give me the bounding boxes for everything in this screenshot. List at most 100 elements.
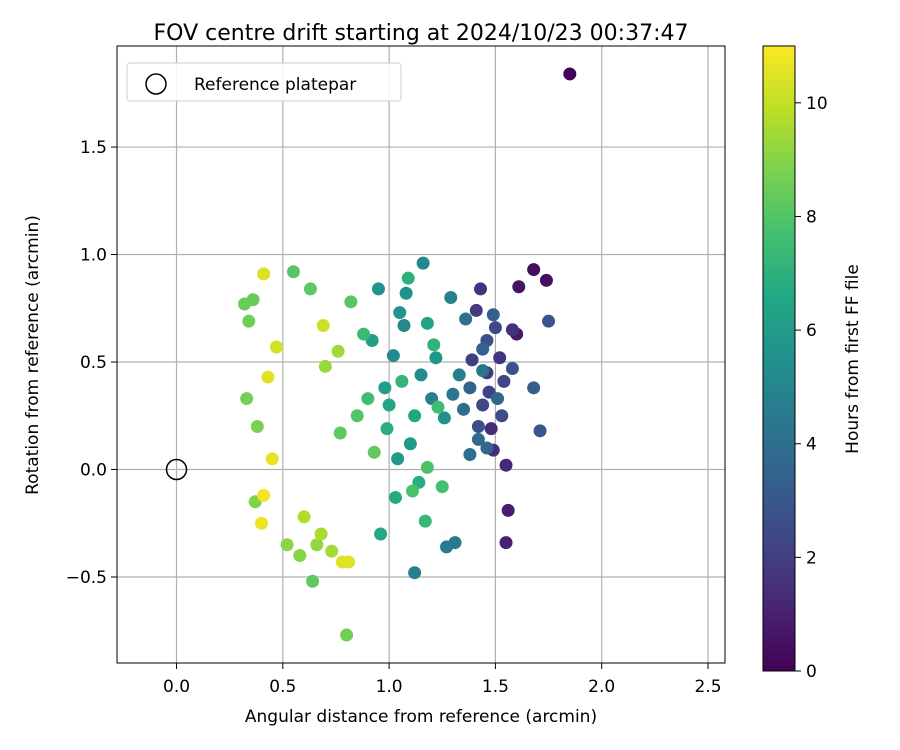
scatter-point xyxy=(242,314,256,328)
scatter-point xyxy=(318,359,332,373)
legend-marker xyxy=(145,73,167,95)
scatter-point xyxy=(435,480,449,494)
y-tick-label: 1.0 xyxy=(80,246,107,266)
scatter-point xyxy=(399,286,413,300)
scatter-point xyxy=(420,460,434,474)
scatter-point xyxy=(378,381,392,395)
scatter-point xyxy=(293,549,307,563)
scatter-point xyxy=(240,392,254,406)
colorbar xyxy=(762,45,796,672)
scatter-point xyxy=(261,370,275,384)
scatter-point xyxy=(463,447,477,461)
scatter-point xyxy=(280,538,294,552)
plot-area xyxy=(117,46,725,663)
colorbar-tick-label: 8 xyxy=(806,207,817,227)
x-tick-label: 1.0 xyxy=(376,677,403,697)
scatter-point xyxy=(380,422,394,436)
scatter-point xyxy=(444,291,458,305)
scatter-point xyxy=(250,420,264,434)
plot-border xyxy=(116,45,726,664)
scatter-point xyxy=(512,280,526,294)
scatter-point xyxy=(457,402,471,416)
scatter-point xyxy=(257,488,271,502)
scatter-point xyxy=(303,282,317,296)
scatter-point xyxy=(255,516,269,530)
colorbar-ticks: 0 2 4 6 8 10 xyxy=(795,94,828,682)
scatter-point xyxy=(325,544,339,558)
scatter-point xyxy=(342,555,356,569)
scatter-point xyxy=(306,574,320,588)
scatter-point xyxy=(505,323,519,337)
scatter-point xyxy=(429,351,443,365)
scatter-point xyxy=(316,318,330,332)
scatter-point xyxy=(265,452,279,466)
scatter-point xyxy=(297,510,311,524)
scatter-point xyxy=(539,273,553,287)
scatter-point xyxy=(314,527,328,541)
x-axis-ticks: 0.0 0.5 1.0 1.5 2.0 2.5 xyxy=(163,663,722,697)
scatter-point xyxy=(357,327,371,341)
scatter-point xyxy=(408,409,422,423)
scatter-point xyxy=(486,308,500,322)
scatter-point xyxy=(437,411,451,425)
scatter-point xyxy=(414,368,428,382)
scatter-point xyxy=(476,342,490,356)
scatter-point xyxy=(340,628,354,642)
scatter-point xyxy=(401,271,415,285)
scatter-point xyxy=(476,398,490,412)
scatter-point xyxy=(505,361,519,375)
scatter-points xyxy=(238,67,577,642)
scatter-point xyxy=(533,424,547,438)
scatter-point xyxy=(257,267,271,281)
scatter-point xyxy=(465,353,479,367)
legend-label: Reference platepar xyxy=(194,75,356,95)
scatter-point xyxy=(476,364,490,378)
scatter-point xyxy=(420,316,434,330)
scatter-point xyxy=(431,400,445,414)
colorbar-tick-label: 10 xyxy=(806,94,828,114)
scatter-point xyxy=(269,340,283,354)
scatter-point xyxy=(459,312,473,326)
scatter-point xyxy=(286,265,300,279)
x-tick-label: 0.5 xyxy=(269,677,296,697)
scatter-point xyxy=(446,387,460,401)
scatter-point xyxy=(361,392,375,406)
scatter-point xyxy=(397,318,411,332)
y-tick-label: 0.5 xyxy=(80,353,107,373)
legend-box xyxy=(126,62,402,102)
scatter-point xyxy=(350,409,364,423)
scatter-point xyxy=(344,295,358,309)
scatter-point xyxy=(542,314,556,328)
colorbar-tick-label: 2 xyxy=(806,548,817,568)
scatter-point xyxy=(563,67,577,81)
scatter-point xyxy=(374,527,388,541)
scatter-point xyxy=(491,392,505,406)
scatter-point xyxy=(497,374,511,388)
x-axis-label: Angular distance from reference (arcmin) xyxy=(245,707,597,727)
scatter-point xyxy=(386,349,400,363)
scatter-point xyxy=(484,422,498,436)
y-tick-label: −0.5 xyxy=(66,568,107,588)
colorbar-tick-label: 4 xyxy=(806,435,817,455)
scatter-point xyxy=(463,381,477,395)
scatter-point xyxy=(469,303,483,317)
scatter-point xyxy=(408,566,422,580)
scatter-point xyxy=(471,432,485,446)
x-tick-label: 2.0 xyxy=(588,677,615,697)
scatter-point xyxy=(499,458,513,472)
reference-marker xyxy=(165,458,188,481)
scatter-point xyxy=(488,321,502,335)
scatter-point xyxy=(310,538,324,552)
legend: Reference platepar xyxy=(126,62,402,102)
scatter-point xyxy=(395,374,409,388)
scatter-point xyxy=(527,381,541,395)
scatter-point xyxy=(495,409,509,423)
scatter-point xyxy=(416,256,430,270)
colorbar-tick-label: 6 xyxy=(806,321,817,341)
scatter-point xyxy=(493,351,507,365)
grid-lines xyxy=(117,46,725,663)
scatter-point xyxy=(382,398,396,412)
x-tick-label: 1.5 xyxy=(482,677,509,697)
scatter-point xyxy=(427,338,441,352)
